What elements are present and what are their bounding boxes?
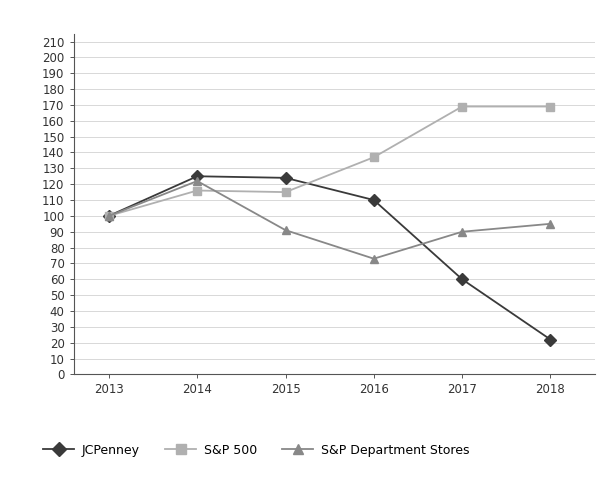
Legend: JCPenney, S&P 500, S&P Department Stores: JCPenney, S&P 500, S&P Department Stores	[38, 439, 474, 462]
